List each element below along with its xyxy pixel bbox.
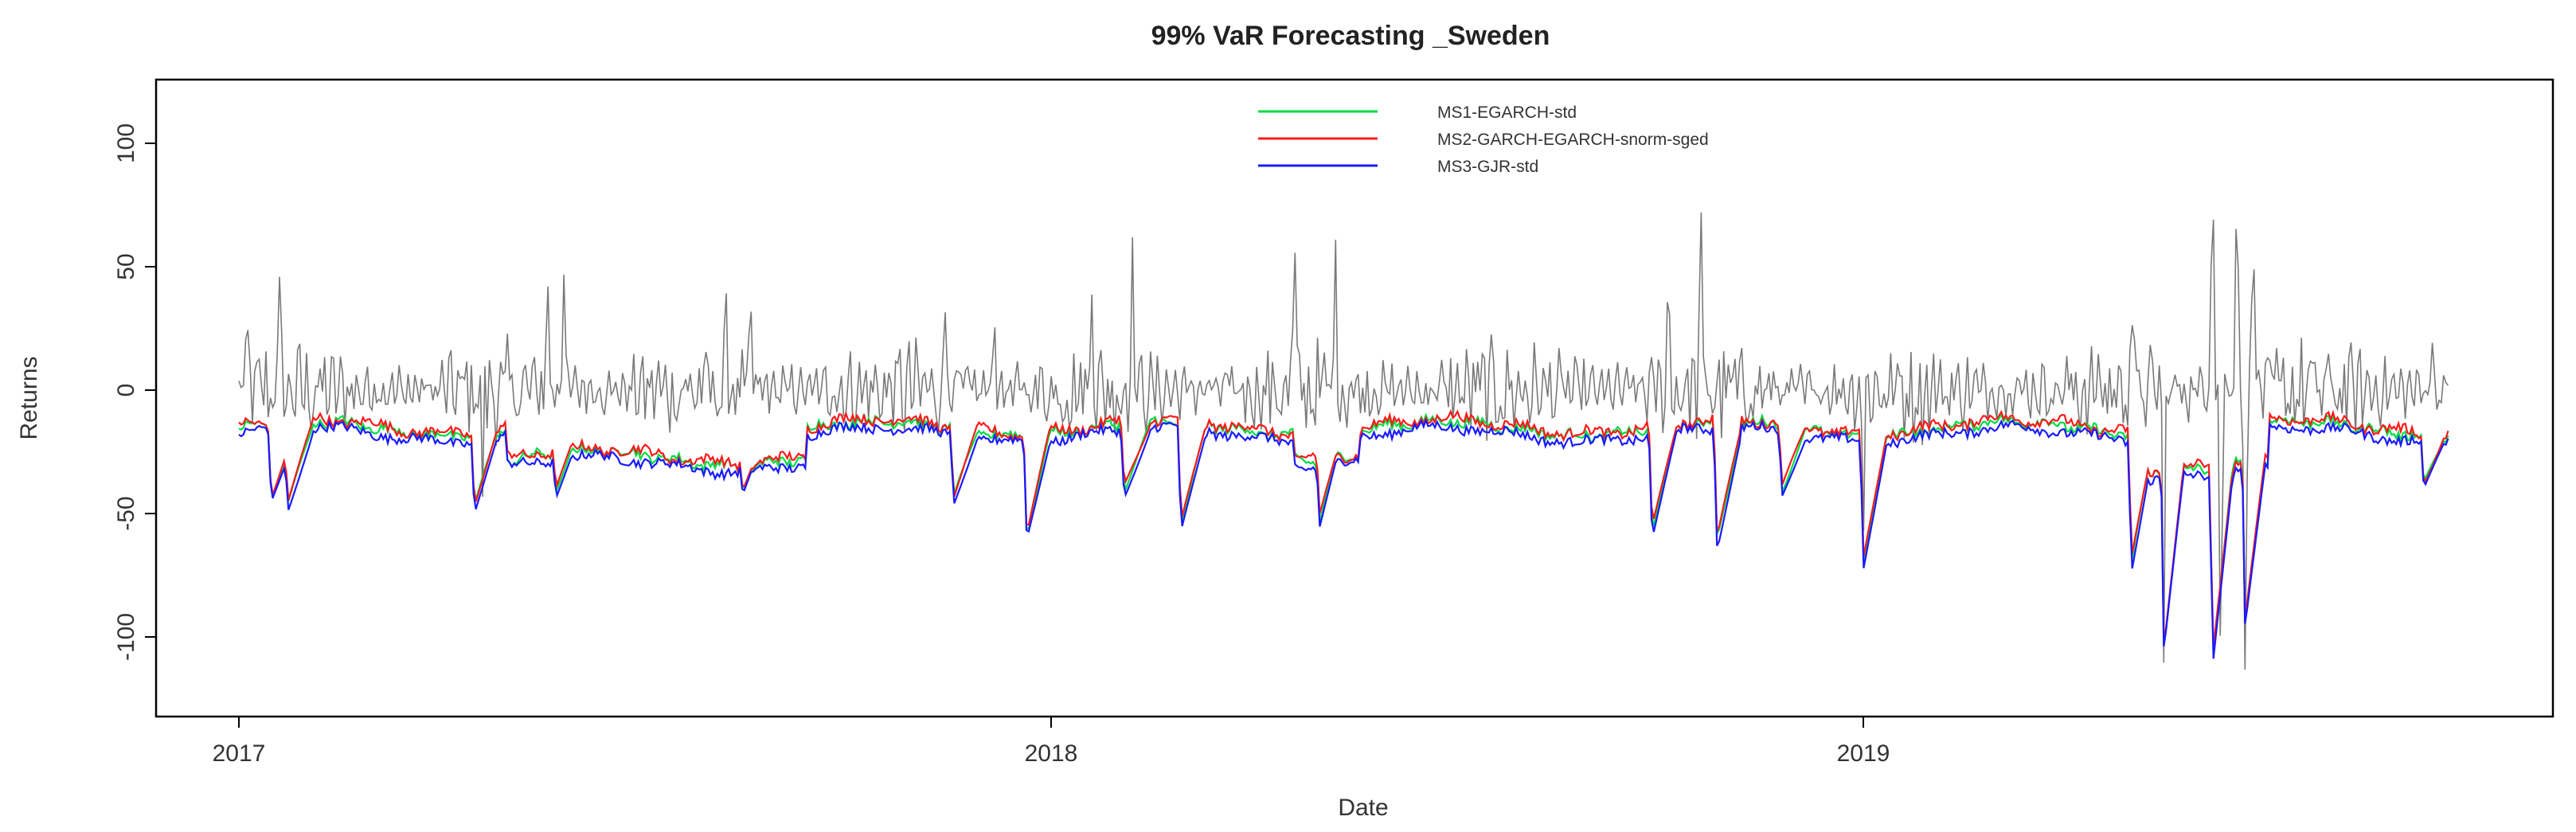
ms3-gjr-std-line [238, 417, 2449, 659]
y-tick-label: -50 [113, 496, 139, 530]
y-tick-label: -100 [113, 613, 139, 661]
ms2-garch-egarch-snorm-sged-line [238, 408, 2449, 648]
legend-label: MS3-GJR-std [1437, 158, 1538, 176]
x-tick-label: 2018 [1025, 740, 1078, 767]
x-axis-label: Date [1338, 795, 1388, 821]
series-layer [238, 212, 2449, 670]
y-axis-label: Returns [16, 356, 42, 439]
y-axis: 100 50 0 -50 -100 [113, 123, 156, 661]
chart-title: 99% VaR Forecasting _Sweden [1151, 21, 1550, 51]
legend-label: MS1-EGARCH-std [1437, 104, 1577, 122]
returns-line [238, 212, 2449, 670]
legend: MS1-EGARCH-std MS2-GARCH-EGARCH-snorm-sge… [1258, 104, 1709, 176]
ms1-egarch-std-line [238, 412, 2449, 654]
x-tick-label: 2019 [1837, 740, 1890, 767]
x-tick-label: 2017 [213, 740, 266, 767]
legend-label: MS2-GARCH-EGARCH-snorm-sged [1437, 131, 1709, 149]
plot-frame [154, 78, 2555, 718]
y-tick-label: 50 [113, 253, 139, 279]
y-tick-label: 0 [113, 384, 139, 397]
x-axis: 2017 2018 2019 [213, 717, 1890, 767]
y-tick-label: 100 [113, 123, 139, 163]
